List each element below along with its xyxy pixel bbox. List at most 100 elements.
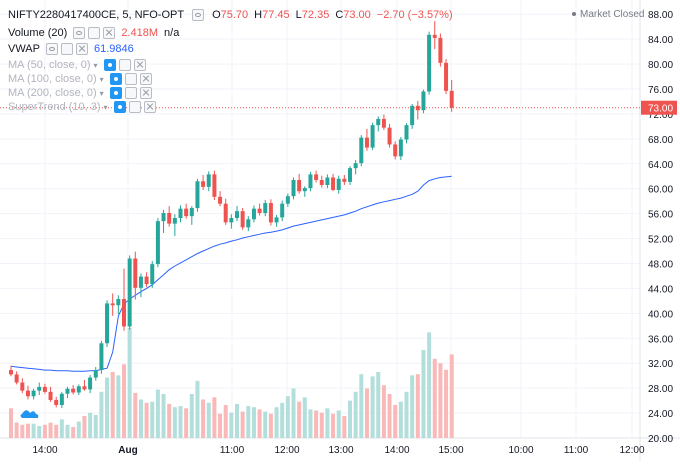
legend-supertrend-label[interactable]: SuperTrend (10, 3) (8, 101, 101, 113)
volume-bar (184, 408, 189, 438)
x-tick-label: 12:00 (274, 445, 299, 456)
ma200-settings-icon[interactable] (124, 87, 137, 99)
last-price-label: 73.00 (648, 104, 673, 115)
y-tick-label: 56.00 (648, 210, 673, 221)
candle-body (184, 208, 189, 217)
volume-bar (127, 328, 132, 438)
x-tick-label: 14:00 (384, 445, 409, 456)
volume-bar (240, 411, 245, 438)
legend-ma200-row: MA (200, close, 0) ▾ (8, 86, 152, 100)
vwap-line (10, 175, 452, 372)
y-tick-label: 40.00 (648, 309, 673, 320)
volume-bar (48, 422, 53, 438)
y-tick-label: 36.00 (648, 334, 673, 345)
volume-bar (376, 372, 381, 438)
candle-body (76, 386, 81, 393)
y-tick-label: 72.00 (648, 110, 673, 121)
candle-body (25, 390, 30, 397)
volume-bar (398, 401, 403, 438)
candle-body (110, 303, 115, 306)
ma200-eye-icon[interactable] (109, 87, 122, 99)
candle-body (229, 218, 234, 223)
candle-body (376, 118, 381, 126)
legend-ma50-label[interactable]: MA (50, close, 0) (8, 59, 91, 71)
legend-symbol[interactable]: NIFTY2280417400CE, 5, NFO-OPT (8, 9, 185, 21)
candle-body (427, 34, 432, 92)
volume-close-icon[interactable] (103, 27, 116, 39)
volume-bar (178, 406, 183, 438)
volume-bar (105, 377, 110, 438)
candle-body (144, 276, 149, 285)
candle-body (387, 127, 392, 145)
ma100-close-icon[interactable] (139, 73, 152, 85)
ma200-dropdown-icon[interactable]: ▾ (99, 88, 104, 98)
candle-body (331, 177, 336, 190)
volume-bar (263, 411, 268, 438)
legend-volume-label[interactable]: Volume (20) (8, 27, 68, 39)
candle-body (432, 34, 437, 38)
ma100-dropdown-icon[interactable]: ▾ (99, 74, 104, 84)
candle-body (410, 105, 415, 126)
y-tick-label: 80.00 (648, 60, 673, 71)
legend-high: 77.45 (262, 9, 290, 21)
legend-vwap-label[interactable]: VWAP (8, 43, 40, 55)
ma100-eye-icon[interactable] (109, 73, 122, 85)
volume-bar (410, 375, 415, 438)
symbol-eye-icon[interactable] (192, 9, 205, 21)
y-tick-label: 20.00 (648, 434, 673, 445)
candle-body (48, 391, 53, 400)
volume-settings-icon[interactable] (88, 27, 101, 39)
volume-bar (116, 375, 121, 438)
legend-close: 73.00 (343, 9, 371, 21)
volume-bar (381, 385, 386, 438)
candle-body (251, 208, 256, 220)
legend-volume-row: Volume (20) 2.418M n/a (8, 26, 179, 40)
supertrend-eye-icon[interactable] (113, 101, 126, 113)
volume-bar (274, 407, 279, 438)
y-tick-label: 88.00 (648, 10, 673, 21)
candle-body (189, 208, 194, 217)
volume-bar (93, 414, 98, 438)
ma50-close-icon[interactable] (133, 59, 146, 71)
supertrend-close-icon[interactable] (143, 101, 156, 113)
candle-body (438, 37, 443, 63)
y-tick-label: 84.00 (648, 35, 673, 46)
volume-bar (229, 412, 234, 438)
vwap-close-icon[interactable] (76, 43, 88, 55)
volume-bar (223, 405, 228, 438)
x-tick-label: 12:00 (619, 445, 644, 456)
y-tick-label: 44.00 (648, 284, 673, 295)
vwap-eye-icon[interactable] (46, 43, 58, 55)
volume-bar (172, 407, 177, 438)
candle-body (274, 217, 279, 223)
ma100-settings-icon[interactable] (124, 73, 137, 85)
ma50-eye-icon[interactable] (103, 59, 116, 71)
volume-bar (387, 394, 392, 438)
volume-bar (291, 388, 296, 438)
candle-body (31, 390, 36, 397)
candle-body (88, 377, 93, 390)
candle-body (398, 139, 403, 157)
market-status: Market Closed (572, 9, 644, 20)
legend-ma100-label[interactable]: MA (100, close, 0) (8, 73, 97, 85)
volume-eye-icon[interactable] (73, 27, 86, 39)
volume-bar (88, 412, 93, 438)
ma50-settings-icon[interactable] (118, 59, 131, 71)
supertrend-dropdown-icon[interactable]: ▾ (103, 102, 108, 112)
candle-body (449, 90, 454, 108)
candle-body (82, 386, 87, 390)
legend-ma200-label[interactable]: MA (200, close, 0) (8, 87, 97, 99)
volume-bar (370, 376, 375, 438)
vwap-settings-icon[interactable] (61, 43, 73, 55)
volume-bar (415, 374, 420, 438)
candle-body (319, 180, 324, 185)
last-price-tag (641, 100, 677, 115)
volume-bar (325, 408, 330, 438)
supertrend-settings-icon[interactable] (128, 101, 141, 113)
ma200-close-icon[interactable] (139, 87, 152, 99)
volume-bar (82, 416, 87, 438)
candle-body (348, 168, 352, 182)
ma50-dropdown-icon[interactable]: ▾ (93, 60, 98, 70)
volume-bar (206, 402, 211, 438)
